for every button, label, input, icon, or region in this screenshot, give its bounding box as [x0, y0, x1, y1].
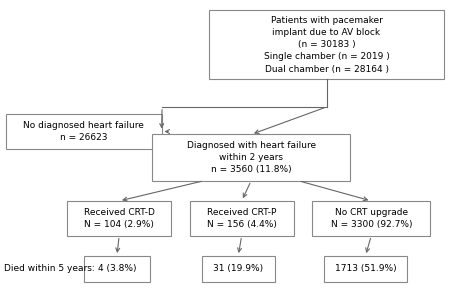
Text: Patients with pacemaker
implant due to AV block
(n = 30183 )
Single chamber (n =: Patients with pacemaker implant due to A…: [264, 16, 390, 74]
Text: 31 (19.9%): 31 (19.9%): [213, 265, 263, 273]
FancyBboxPatch shape: [84, 256, 150, 282]
Text: Received CRT-D
N = 104 (2.9%): Received CRT-D N = 104 (2.9%): [84, 208, 155, 229]
Text: No diagnosed heart failure
n = 26623: No diagnosed heart failure n = 26623: [23, 121, 144, 142]
FancyBboxPatch shape: [6, 114, 162, 149]
Text: No CRT upgrade
N = 3300 (92.7%): No CRT upgrade N = 3300 (92.7%): [330, 208, 412, 229]
FancyBboxPatch shape: [324, 256, 407, 282]
Text: Received CRT-P
N = 156 (4.4%): Received CRT-P N = 156 (4.4%): [207, 208, 277, 229]
Text: 1713 (51.9%): 1713 (51.9%): [335, 265, 396, 273]
FancyBboxPatch shape: [209, 10, 444, 79]
FancyBboxPatch shape: [67, 201, 171, 236]
Text: 4 (3.8%): 4 (3.8%): [98, 265, 136, 273]
FancyBboxPatch shape: [201, 256, 275, 282]
FancyBboxPatch shape: [152, 134, 350, 181]
Text: Diagnosed with heart failure
within 2 years
n = 3560 (11.8%): Diagnosed with heart failure within 2 ye…: [187, 141, 316, 174]
FancyBboxPatch shape: [190, 201, 293, 236]
FancyBboxPatch shape: [312, 201, 430, 236]
Text: Died within 5 years:: Died within 5 years:: [4, 265, 94, 273]
